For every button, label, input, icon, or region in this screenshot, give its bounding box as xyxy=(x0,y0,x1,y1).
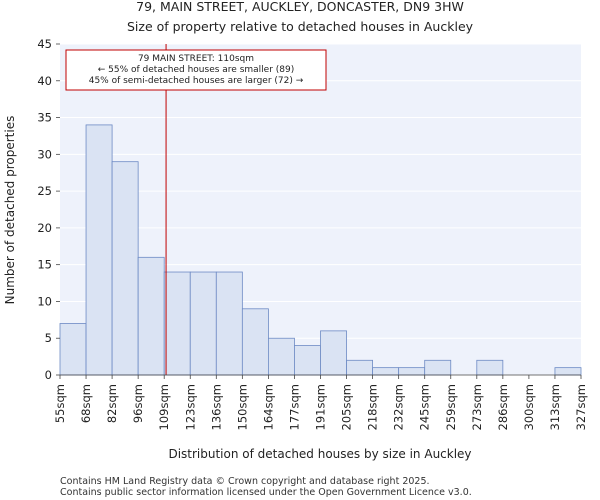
chart-subtitle: Size of property relative to detached ho… xyxy=(127,19,474,34)
y-tick-label: 0 xyxy=(45,368,52,382)
x-tick-label: 191sqm xyxy=(314,384,328,430)
x-tick-label: 300sqm xyxy=(522,384,536,430)
bar-218sqm xyxy=(372,367,400,376)
bar-191sqm xyxy=(320,330,347,376)
x-tick-label: 150sqm xyxy=(235,384,249,430)
bar-123sqm xyxy=(189,271,217,376)
x-tick-label: 109sqm xyxy=(157,384,171,430)
y-tick-label: 10 xyxy=(37,294,52,308)
x-tick-label: 123sqm xyxy=(183,384,197,430)
footer-line-2: Contains public sector information licen… xyxy=(60,487,472,498)
annotation-line-1: 79 MAIN STREET: 110sqm xyxy=(138,54,254,64)
y-tick-label: 25 xyxy=(37,184,52,198)
y-tick-label: 5 xyxy=(45,331,52,345)
bar-55sqm xyxy=(59,323,87,376)
x-tick-label: 232sqm xyxy=(392,384,406,430)
bar-245sqm xyxy=(424,359,452,376)
y-tick-label: 35 xyxy=(37,111,52,125)
bar-232sqm xyxy=(398,367,426,376)
x-tick-label: 136sqm xyxy=(209,384,223,430)
bar-313sqm xyxy=(554,367,582,376)
x-tick-label: 327sqm xyxy=(574,384,588,430)
y-tick-label: 30 xyxy=(37,147,52,161)
x-tick-label: 273sqm xyxy=(470,384,484,430)
footer-line-1: Contains HM Land Registry data © Crown c… xyxy=(60,476,430,487)
y-tick-label: 20 xyxy=(37,221,52,235)
bar-273sqm xyxy=(476,359,504,376)
y-tick-label: 40 xyxy=(37,74,52,88)
x-tick-label: 82sqm xyxy=(105,384,119,423)
x-axis-ticks: 55sqm 68sqm 82sqm 96sqm 109sqm 123sqm 136sqm 15… xyxy=(53,375,588,430)
bar-82sqm xyxy=(111,161,139,376)
y-tick-label: 45 xyxy=(37,37,52,51)
bars xyxy=(59,124,582,376)
bar-177sqm xyxy=(294,345,321,376)
x-tick-label: 96sqm xyxy=(131,384,145,423)
x-tick-label: 68sqm xyxy=(79,384,93,423)
y-axis-label: Number of detached properties xyxy=(3,116,17,305)
x-tick-label: 55sqm xyxy=(53,384,67,423)
y-tick-label: 15 xyxy=(37,258,52,272)
x-axis-label: Distribution of detached houses by size … xyxy=(168,447,471,461)
x-tick-label: 164sqm xyxy=(261,384,275,430)
x-tick-label: 286sqm xyxy=(496,384,510,430)
bar-109sqm xyxy=(163,271,191,376)
x-tick-label: 313sqm xyxy=(548,384,562,430)
bar-164sqm xyxy=(267,337,295,376)
bar-150sqm xyxy=(241,308,269,376)
x-tick-label: 218sqm xyxy=(366,384,380,430)
x-tick-label: 259sqm xyxy=(444,384,458,430)
bar-96sqm xyxy=(137,256,165,376)
chart-title: 79, MAIN STREET, AUCKLEY, DONCASTER, DN9… xyxy=(136,0,464,14)
bar-205sqm xyxy=(346,359,373,376)
x-tick-label: 205sqm xyxy=(340,384,354,430)
annotation-box: 79 MAIN STREET: 110sqm ← 55% of detached… xyxy=(65,49,327,91)
bar-136sqm xyxy=(215,271,243,376)
x-tick-label: 177sqm xyxy=(287,384,301,430)
annotation-line-2: ← 55% of detached houses are smaller (89… xyxy=(98,65,295,75)
bar-68sqm xyxy=(85,124,113,376)
y-axis-ticks: 0 5 10 15 20 25 30 35 40 45 xyxy=(37,37,60,382)
annotation-line-3: 45% of semi-detached houses are larger (… xyxy=(89,76,304,86)
x-tick-label: 245sqm xyxy=(418,384,432,430)
